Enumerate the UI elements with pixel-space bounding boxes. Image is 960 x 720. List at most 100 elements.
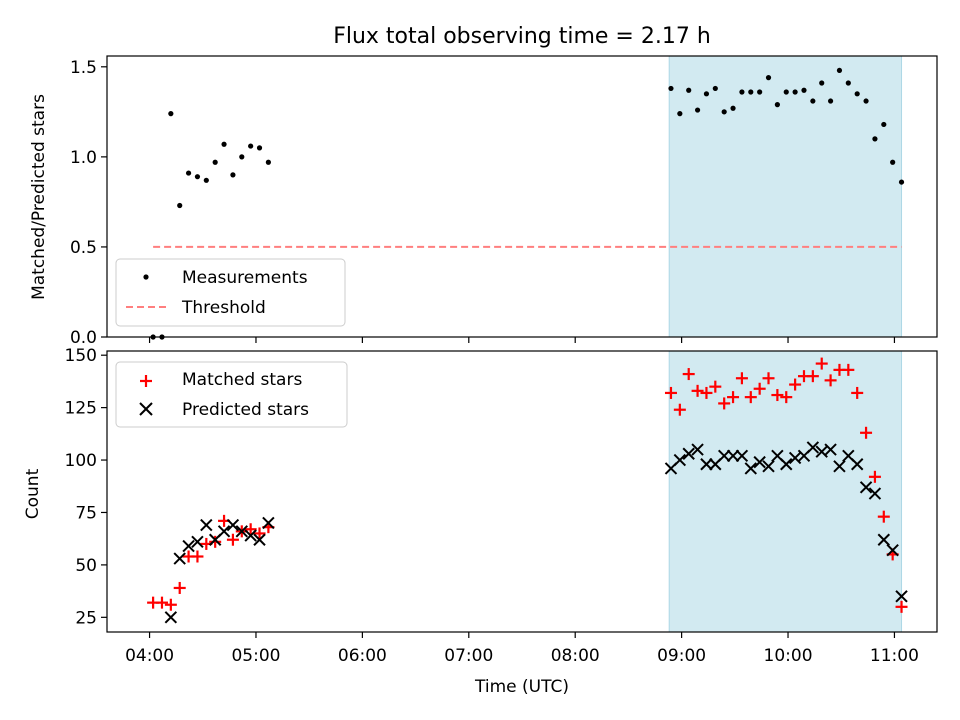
predicted-cross-b (217, 525, 231, 538)
measurement-point (194, 174, 201, 180)
predicted-cross-b (842, 449, 855, 463)
matched-star-point (226, 533, 239, 546)
measurement-point (774, 102, 780, 108)
predicted-star-point (173, 552, 186, 565)
measurement-point (748, 89, 754, 95)
predicted-cross-b (673, 453, 687, 467)
predicted-star-point (780, 458, 793, 471)
predicted-cross-b (226, 518, 240, 532)
measurement-point (819, 80, 825, 86)
matched-star-point (673, 403, 686, 416)
matched-star-point (718, 397, 731, 410)
measurements-legend-label: Measurements (182, 268, 308, 288)
matched-star-point (851, 386, 864, 399)
matched-star-point (780, 391, 793, 404)
matched-star-point (789, 378, 802, 391)
measurement-point (168, 111, 174, 117)
measurement-point (721, 109, 727, 115)
matched-star-point (682, 368, 695, 381)
predicted-star-point (253, 533, 266, 546)
predicted-star-point (673, 453, 687, 467)
predicted-star-point (717, 449, 731, 463)
measurement-point (221, 141, 227, 147)
matched-star-point (815, 357, 828, 370)
ratio-y-axis-label: Matched/Predicted stars (29, 94, 49, 300)
matched-star-point (877, 510, 890, 523)
predicted-star-point (744, 462, 757, 475)
predicted-star-point (735, 449, 749, 463)
predicted-cross-b (886, 544, 899, 557)
matched-star-point (173, 581, 186, 594)
measurement-point (248, 143, 254, 149)
measurement-point (890, 159, 896, 165)
predicted-cross-b (717, 449, 731, 463)
measurement-point (185, 170, 192, 176)
matched-star-point (753, 382, 766, 395)
measurement-point (703, 91, 710, 97)
predicted-cross-b (859, 481, 873, 494)
predicted-cross-b (753, 455, 766, 469)
predicted-star-point (700, 458, 713, 471)
chart-title: Flux total observing time = 2.17 h (333, 24, 711, 49)
predicted-cross-b (700, 458, 713, 471)
matched-legend-label: Matched stars (182, 370, 302, 390)
matched-star-point (209, 535, 222, 548)
matched-star-point (744, 391, 757, 404)
predicted-cross-b (806, 441, 820, 454)
predicted-cross-b (850, 458, 864, 471)
shaded-observing-window (668, 55, 903, 338)
matched-star-point (244, 523, 257, 536)
predicted-cross-b (735, 449, 749, 463)
y-tick-label: 100 (65, 451, 97, 471)
count-legend: Matched stars Predicted stars (115, 361, 348, 428)
predicted-cross-b (877, 533, 891, 546)
x-tick-label: 11:00 (870, 646, 919, 666)
matched-star-point (806, 370, 819, 383)
predicted-cross-b (253, 533, 266, 546)
predicted-star-point (762, 460, 775, 473)
predicted-star-point (895, 590, 908, 603)
matched-star-point (860, 426, 873, 439)
measurement-point (212, 159, 218, 165)
predicted-star-point (886, 544, 899, 557)
matched-star-point (842, 363, 855, 376)
measurement-point (739, 89, 745, 95)
measurement-point (686, 87, 692, 93)
x-tick-label: 04:00 (125, 646, 174, 666)
matched-star-point (824, 374, 837, 387)
predicted-star-point (164, 611, 178, 624)
measurement-point (801, 87, 807, 93)
predicted-legend-label: Predicted stars (182, 400, 309, 420)
measurement-point (203, 177, 209, 183)
matched-star-point (771, 389, 784, 402)
y-tick-label: 125 (65, 399, 97, 419)
predicted-star-point (182, 539, 195, 553)
predicted-star-point (824, 443, 837, 456)
y-tick-label: 1.5 (70, 58, 97, 78)
predicted-cross-b (780, 458, 793, 471)
predicted-star-point (262, 516, 275, 530)
predicted-cross-b (744, 462, 757, 475)
predicted-cross-b (788, 451, 802, 465)
measurement-point (836, 67, 843, 74)
measurements-legend-marker (143, 274, 149, 280)
predicted-cross-b (682, 447, 695, 460)
y-tick-label: 75 (75, 503, 97, 523)
measurement-point (845, 80, 851, 86)
matched-star-point (253, 527, 266, 540)
measurement-point (872, 136, 878, 142)
measurement-point (810, 98, 816, 104)
predicted-cross-b (815, 445, 828, 458)
predicted-star-point (806, 441, 820, 454)
y-tick-label: 50 (75, 556, 97, 576)
predicted-cross-b (868, 487, 882, 500)
matched-star-point (691, 384, 704, 397)
predicted-cross-b (824, 443, 837, 456)
ratio-legend: Measurements Threshold (115, 258, 346, 327)
predicted-star-point (726, 449, 740, 463)
x-tick-label: 08:00 (551, 646, 600, 666)
measurement-point (230, 172, 236, 178)
ratio-panel: 0.0 0.5 1.0 1.5 Matched/Predicted stars Mea… (29, 55, 938, 348)
measurement-point (863, 98, 869, 104)
predicted-star-point (226, 518, 240, 532)
